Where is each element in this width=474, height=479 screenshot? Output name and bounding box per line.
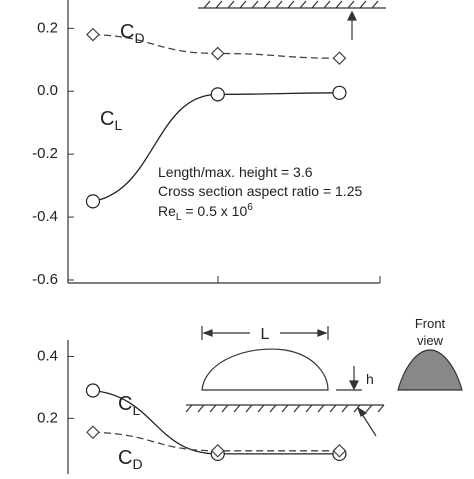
legend-name: C [118, 447, 132, 469]
legend-sub: D [134, 30, 144, 46]
ground [198, 0, 386, 40]
front-view-label: view [417, 333, 444, 348]
marker [210, 87, 225, 102]
legend-label: CD [118, 447, 143, 472]
annotation: ReL = 0.5 x 106 [158, 202, 253, 223]
y-tick-label: -0.6 [32, 271, 58, 288]
y-tick-label: 0.4 [37, 347, 58, 364]
marker [210, 443, 225, 458]
marker [332, 443, 347, 458]
marker [85, 383, 101, 398]
legend-name: C [120, 21, 134, 43]
marker [85, 194, 101, 209]
legend-name: C [118, 393, 132, 415]
y-tick-label: 0.2 [37, 19, 58, 36]
legend-sub: L [114, 117, 122, 133]
legend-label: CL [100, 108, 122, 133]
annotation: Length/max. height = 3.6 [158, 164, 313, 180]
marker [86, 425, 100, 440]
y-tick-label: -0.4 [32, 208, 58, 225]
re-rest: = 0.5 x 10 [181, 203, 247, 219]
marker [332, 51, 347, 66]
re-sup: 6 [247, 202, 253, 213]
marker [86, 27, 100, 42]
y-tick-label: 0.0 [37, 82, 58, 99]
y-tick-label: 0.2 [37, 409, 58, 426]
legend-label: CD [120, 21, 145, 46]
front-view-label: Front [415, 316, 446, 331]
marker [210, 46, 225, 61]
legend-name: C [100, 108, 114, 130]
marker [332, 85, 347, 100]
legend-sub: L [132, 402, 140, 418]
length-label: L [261, 326, 270, 343]
re-sub: L [176, 212, 182, 223]
bump-diagram [185, 326, 463, 437]
y-tick-label: -0.2 [32, 145, 58, 162]
legend-sub: D [132, 456, 142, 472]
height-label: h [366, 371, 374, 387]
legend-label: CL [118, 393, 140, 418]
re: Re [158, 203, 176, 219]
annotation: Cross section aspect ratio = 1.25 [158, 183, 362, 199]
